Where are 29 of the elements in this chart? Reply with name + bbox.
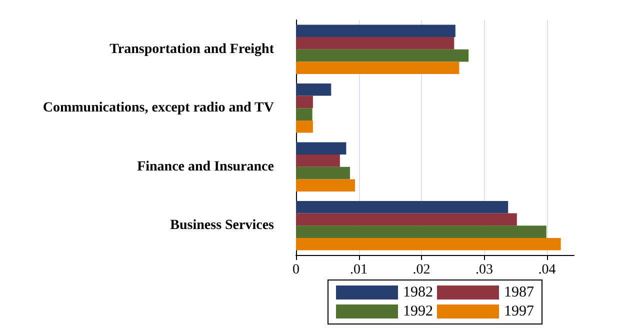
bar (296, 120, 313, 133)
bar (296, 142, 346, 155)
legend-label: 1992 (403, 304, 433, 320)
bar (296, 62, 460, 74)
bar (296, 166, 350, 180)
x-tick-label: 0 (292, 262, 300, 278)
bar (296, 37, 454, 50)
bar (296, 49, 469, 62)
bar (296, 24, 456, 38)
x-tick-label: .02 (412, 262, 430, 278)
y-tick-label: Business Services (170, 218, 275, 234)
bar (296, 226, 546, 238)
bar (296, 96, 313, 108)
bar (296, 108, 312, 120)
y-tick-label: Communications, except radio and TV (42, 100, 274, 116)
bar (296, 200, 508, 214)
y-tick-label: Finance and Insurance (137, 159, 274, 174)
legend-label: 1987 (504, 284, 534, 300)
x-tick-label: .04 (538, 262, 556, 278)
x-tick-label: .03 (476, 262, 494, 278)
bar (296, 213, 517, 226)
legend-label: 1997 (504, 304, 534, 320)
bar (296, 179, 355, 192)
bar (296, 154, 340, 167)
bar (296, 238, 561, 250)
x-tick-label: .01 (350, 262, 368, 278)
legend-label: 1982 (403, 284, 433, 300)
y-tick-label: Transportation and Freight (110, 42, 274, 57)
bar (296, 83, 332, 96)
